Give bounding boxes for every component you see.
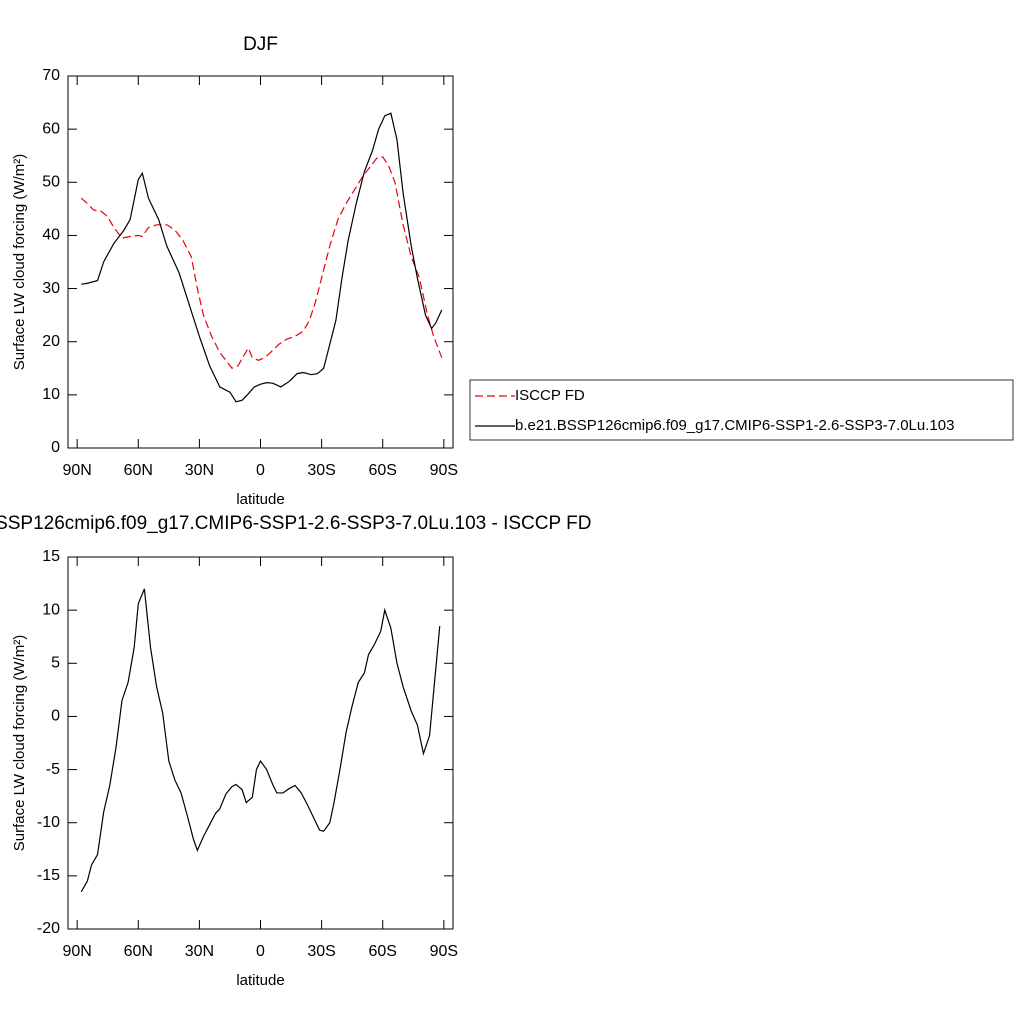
chart-title: b.e21.BSSP126cmip6.f09_g17.CMIP6-SSP1-2.…: [0, 513, 591, 534]
plot-frame: [67, 75, 454, 449]
y-tick-label: -20: [37, 920, 60, 937]
x-tick-label: 60N: [124, 943, 153, 960]
y-tick-label: 15: [42, 548, 60, 565]
y-tick-label: -10: [37, 814, 60, 831]
x-tick-label: 90S: [430, 462, 458, 479]
y-tick-label: 10: [42, 601, 60, 618]
x-tick-label: 90S: [430, 943, 458, 960]
x-tick-label: 90N: [62, 943, 91, 960]
x-axis-label: latitude: [236, 972, 284, 989]
x-tick-label: 60S: [368, 943, 396, 960]
y-tick-label: 0: [51, 708, 60, 725]
y-tick-label: -15: [37, 867, 60, 884]
x-tick-label: 60S: [368, 462, 396, 479]
y-tick-label: 70: [42, 67, 60, 84]
data-line: [80, 588, 441, 893]
y-tick-label: 20: [42, 333, 60, 350]
data-line: [81, 112, 443, 403]
legend-label: b.e21.BSSP126cmip6.f09_g17.CMIP6-SSP1-2.…: [515, 417, 954, 434]
y-tick-label: 30: [42, 280, 60, 297]
y-tick-label: 5: [51, 655, 60, 672]
legend-label: ISCCP FD: [515, 387, 585, 404]
x-tick-label: 30N: [185, 943, 214, 960]
legend-box: [469, 379, 1014, 441]
data-line: [80, 156, 443, 370]
x-tick-label: 0: [256, 943, 265, 960]
y-tick-label: -5: [46, 761, 60, 778]
x-tick-label: 60N: [124, 462, 153, 479]
x-tick-label: 30S: [307, 943, 335, 960]
plot-frame: [67, 556, 454, 930]
y-tick-label: 10: [42, 386, 60, 403]
y-tick-label: 40: [42, 227, 60, 244]
y-tick-label: 0: [51, 439, 60, 456]
x-tick-label: 0: [256, 462, 265, 479]
y-axis-label: Surface LW cloud forcing (W/m²): [11, 154, 28, 370]
chart-title: DJF: [243, 34, 278, 55]
x-tick-label: 30S: [307, 462, 335, 479]
y-axis-label: Surface LW cloud forcing (W/m²): [11, 635, 28, 851]
x-tick-label: 30N: [185, 462, 214, 479]
x-tick-label: 90N: [62, 462, 91, 479]
x-axis-label: latitude: [236, 491, 284, 508]
y-tick-label: 50: [42, 174, 60, 191]
y-tick-label: 60: [42, 120, 60, 137]
